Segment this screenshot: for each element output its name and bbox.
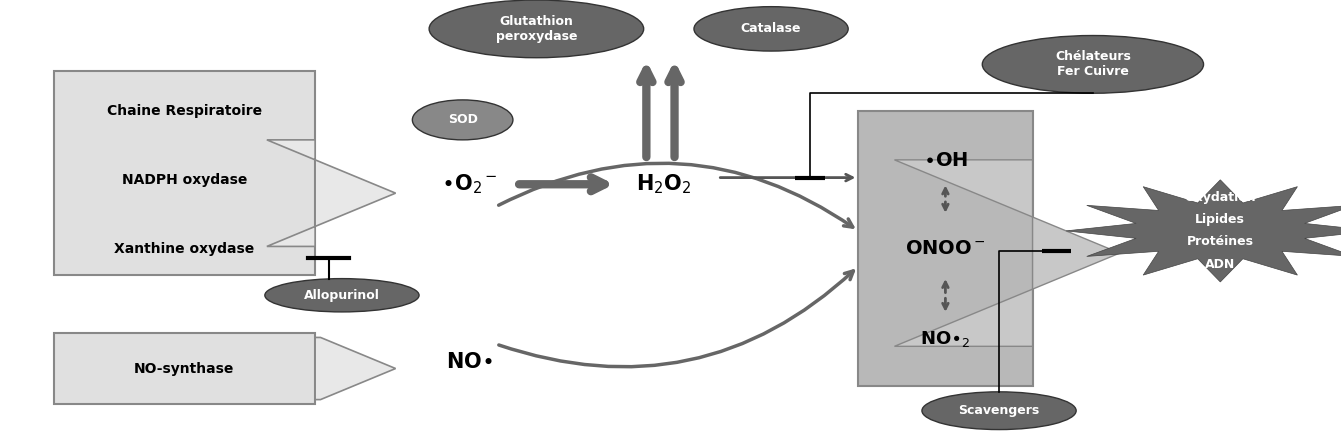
Text: Allopurinol: Allopurinol (304, 289, 380, 302)
Text: Catalase: Catalase (740, 22, 802, 36)
Text: NO-synthase: NO-synthase (134, 361, 235, 376)
Polygon shape (315, 337, 396, 400)
Text: Glutathion
peroxydase: Glutathion peroxydase (496, 15, 577, 43)
FancyArrowPatch shape (499, 271, 853, 367)
Ellipse shape (923, 392, 1075, 430)
Text: NO$\bullet$: NO$\bullet$ (447, 352, 492, 372)
Text: $\bullet$O$_2$$^-$: $\bullet$O$_2$$^-$ (441, 172, 498, 196)
Polygon shape (894, 160, 1120, 346)
Ellipse shape (982, 36, 1203, 93)
Text: SOD: SOD (448, 113, 477, 127)
Text: H$_2$O$_2$: H$_2$O$_2$ (636, 172, 692, 196)
Bar (54, 333, 315, 404)
Polygon shape (1066, 180, 1341, 282)
Text: $\bullet$OH: $\bullet$OH (923, 151, 968, 170)
Text: NO$\bullet_2$: NO$\bullet_2$ (920, 329, 971, 349)
Text: ADN: ADN (1206, 258, 1235, 271)
Text: Scavengers: Scavengers (959, 404, 1039, 417)
Ellipse shape (429, 0, 644, 58)
Text: Oxydation: Oxydation (1184, 191, 1257, 204)
Text: NADPH oxydase: NADPH oxydase (122, 173, 247, 187)
FancyArrowPatch shape (499, 163, 853, 227)
Bar (858, 111, 1033, 386)
Ellipse shape (412, 100, 512, 140)
Ellipse shape (264, 279, 418, 312)
Text: Chélateurs
Fer Cuivre: Chélateurs Fer Cuivre (1055, 50, 1130, 79)
Text: ONOO$^-$: ONOO$^-$ (905, 239, 986, 258)
Text: Protéines: Protéines (1187, 235, 1254, 249)
Bar (54, 71, 315, 275)
Text: Xanthine oxydase: Xanthine oxydase (114, 242, 255, 256)
Ellipse shape (695, 7, 848, 51)
Polygon shape (267, 140, 396, 246)
Text: Chaine Respiratoire: Chaine Respiratoire (107, 104, 261, 118)
Text: Lipides: Lipides (1195, 213, 1246, 226)
